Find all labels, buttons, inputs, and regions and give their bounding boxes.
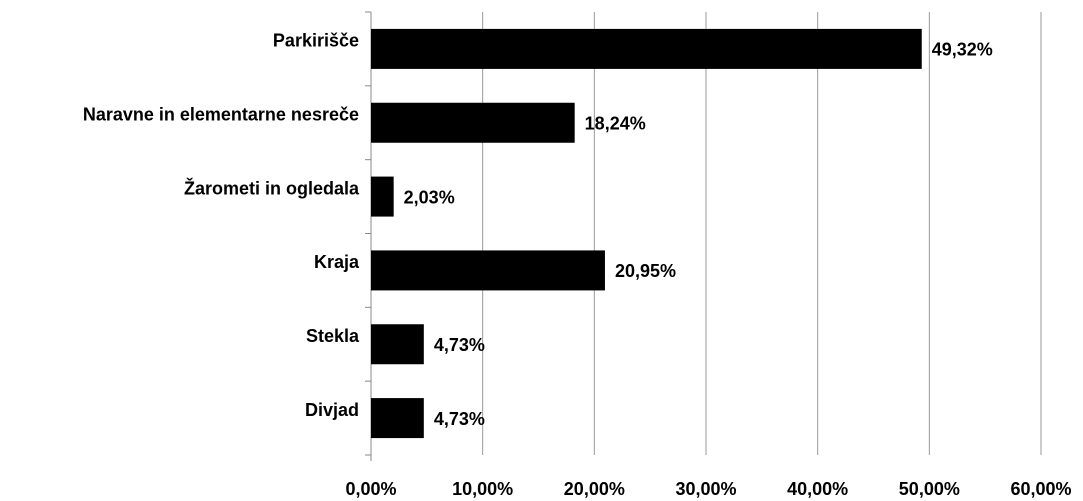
y-tick-label: Žarometi in ogledala [184, 177, 360, 198]
value-label: 2,03% [404, 187, 455, 207]
y-tick-label: Divjad [305, 400, 359, 420]
value-label: 20,95% [615, 261, 676, 281]
bar [371, 176, 394, 217]
x-tick-label: 10,00% [452, 479, 513, 499]
bar [371, 28, 922, 69]
bar [371, 250, 605, 291]
y-tick-label: Kraja [314, 252, 360, 272]
value-label: 4,73% [434, 409, 485, 429]
x-tick-label: 20,00% [564, 479, 625, 499]
y-tick-label: Parkirišče [273, 31, 359, 51]
x-tick-label: 30,00% [675, 479, 736, 499]
x-tick-label: 0,00% [345, 479, 396, 499]
value-label: 18,24% [585, 114, 646, 134]
bar [371, 324, 424, 365]
x-tick-label: 40,00% [787, 479, 848, 499]
value-label: 4,73% [434, 335, 485, 355]
y-tick-label: Naravne in elementarne nesreče [83, 105, 359, 125]
y-tick-label: Stekla [306, 326, 360, 346]
x-tick-label: 50,00% [899, 479, 960, 499]
x-tick-label: 60,00% [1010, 479, 1071, 499]
bar [371, 102, 575, 143]
value-label: 49,32% [932, 40, 993, 60]
bar [371, 398, 424, 439]
